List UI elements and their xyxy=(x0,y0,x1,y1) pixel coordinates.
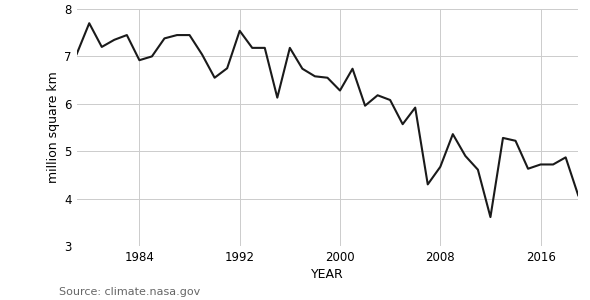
X-axis label: YEAR: YEAR xyxy=(311,268,344,281)
Text: Source: climate.nasa.gov: Source: climate.nasa.gov xyxy=(59,287,200,297)
Y-axis label: million square km: million square km xyxy=(47,72,60,183)
